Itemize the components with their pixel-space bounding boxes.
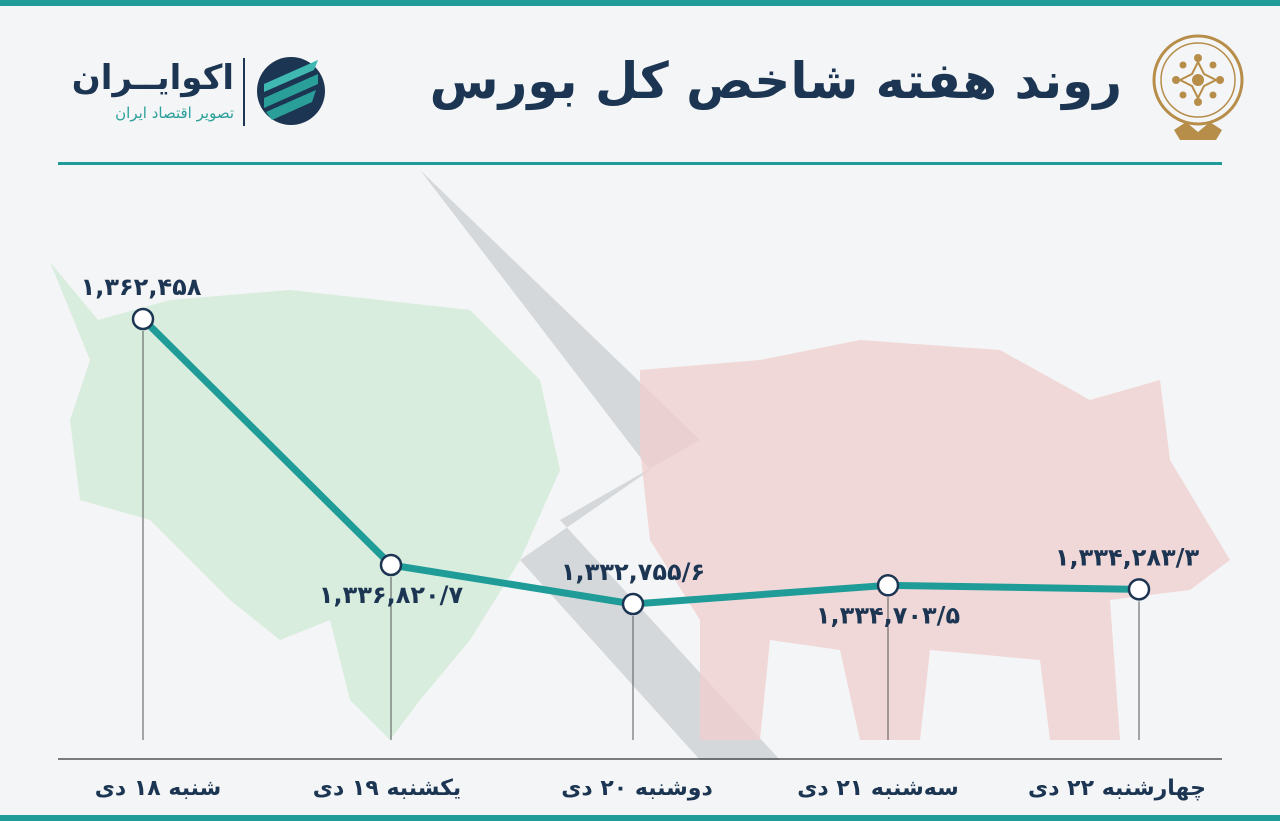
data-label: ۱,۳۳۲,۷۵۵/۶: [561, 558, 705, 586]
x-tick-label: شنبه ۱۸ دی: [95, 776, 222, 801]
brand-tagline: تصویر اقتصاد ایران: [115, 104, 234, 122]
data-point: [621, 592, 645, 616]
data-label: ۱,۳۳۶,۸۲۰/۷: [319, 581, 464, 609]
x-tick-label: یکشنبه ۱۹ دی: [313, 776, 461, 801]
data-point: [876, 574, 900, 597]
lightning-silhouette: [420, 170, 780, 760]
page-title: روند هفته شاخص کل بورس: [429, 52, 1122, 110]
data-point: [379, 553, 403, 577]
x-tick-label: سه‌شنبه ۲۱ دی: [797, 776, 959, 801]
data-label: ۱,۳۳۴,۲۸۳/۳: [1055, 543, 1200, 571]
top-accent-bar: [0, 0, 1280, 6]
brand-divider: [243, 58, 245, 126]
data-label: ۱,۳۶۲,۴۵۸: [81, 273, 202, 301]
x-tick-label: دوشنبه ۲۰ دی: [561, 776, 713, 801]
background-illustration: [50, 170, 1230, 760]
bear-silhouette: [640, 340, 1230, 740]
bottom-accent-bar: [0, 815, 1280, 821]
data-label: ۱,۳۳۴,۷۰۳/۵: [816, 601, 960, 629]
x-tick-label: چهارشنبه ۲۲ دی: [1028, 776, 1206, 801]
data-point: [1127, 578, 1151, 601]
stock-exchange-seal-icon: [1152, 34, 1244, 140]
bull-silhouette: [50, 262, 560, 740]
data-point: [131, 307, 155, 331]
brand-name: اکوایــران: [71, 58, 234, 98]
ecoiran-logo-icon: [257, 57, 325, 125]
header-divider: [58, 162, 1222, 165]
